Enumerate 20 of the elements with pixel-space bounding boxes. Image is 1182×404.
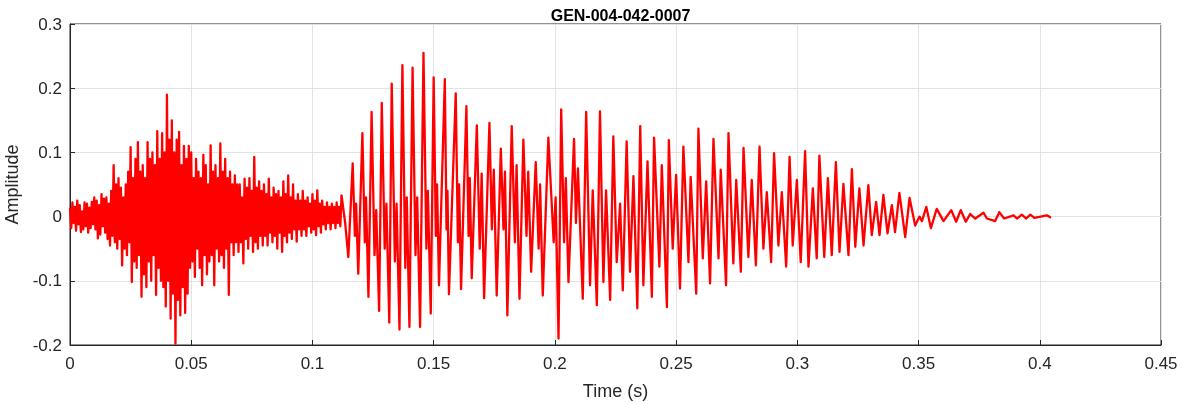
chart-title: GEN-004-042-0007 — [550, 6, 691, 24]
y-tick-label: 0.2 — [38, 78, 62, 98]
x-tick-label: 0.35 — [902, 354, 936, 373]
line-series — [68, 51, 1052, 345]
x-axis-title: Time (s) — [582, 381, 649, 401]
y-axis-title: Amplitude — [2, 144, 22, 225]
y-tick-label: 0.1 — [38, 142, 62, 162]
x-tick-label: 0.3 — [785, 354, 810, 373]
x-tick-label: 0.45 — [1144, 354, 1178, 373]
y-tick-label: -0.1 — [32, 271, 62, 291]
x-tick-label: 0.15 — [417, 354, 451, 373]
y-tick-label: -0.2 — [32, 335, 62, 355]
y-tick-label: 0.3 — [38, 14, 62, 34]
x-tick-label: 0.05 — [174, 354, 208, 373]
y-tick-label: 0 — [52, 207, 62, 227]
x-tick-label: 0 — [65, 354, 75, 373]
x-tick-label: 0.25 — [659, 354, 693, 373]
x-tick-label: 0.4 — [1027, 354, 1052, 373]
x-tick-label: 0.2 — [543, 354, 567, 373]
x-tick-label: 0.1 — [300, 354, 325, 373]
